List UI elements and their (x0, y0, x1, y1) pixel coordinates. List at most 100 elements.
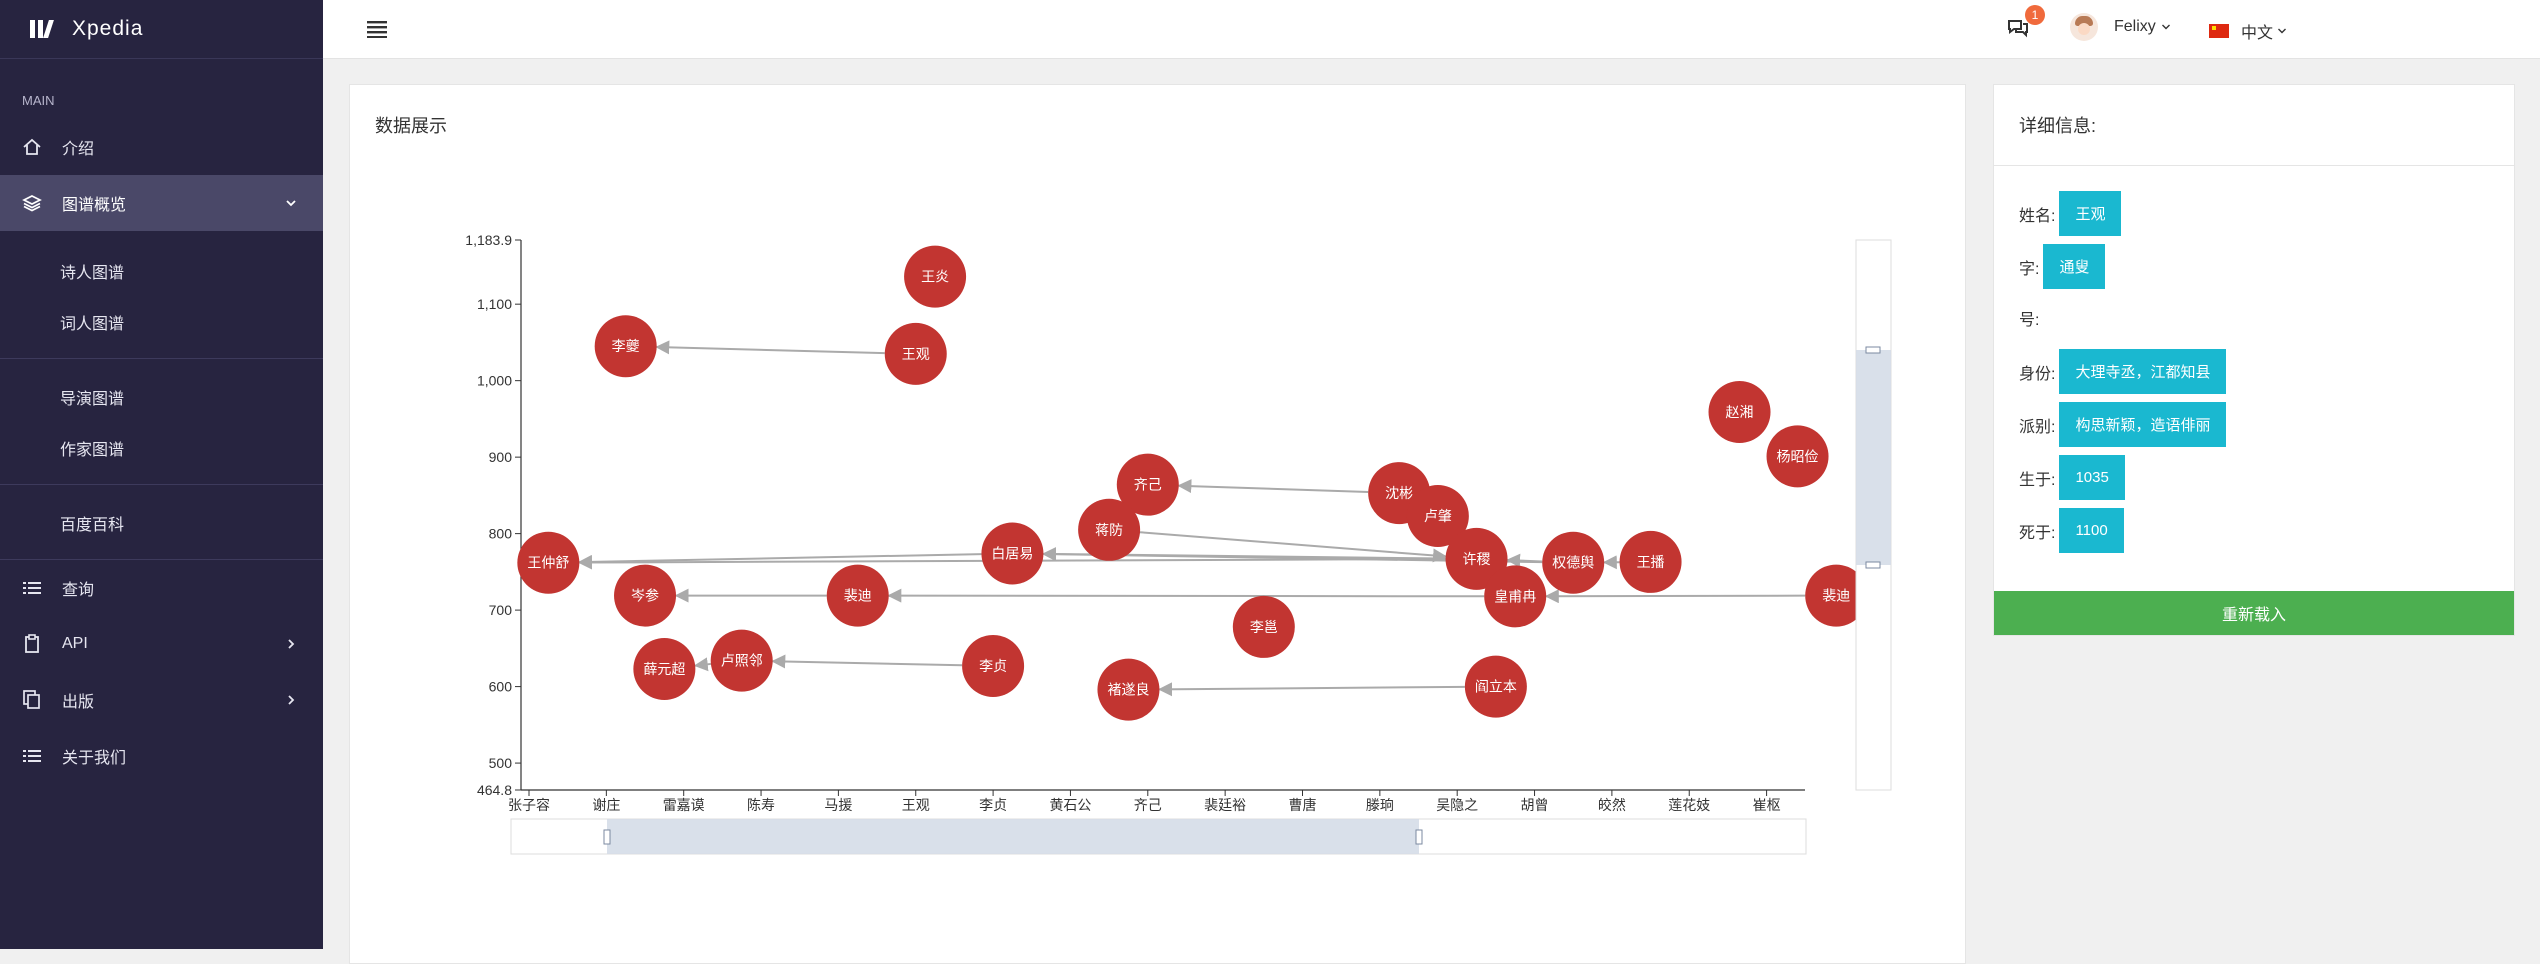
user-name: Felixy (2114, 18, 2156, 36)
nav-item-about[interactable]: 关于我们 (0, 728, 323, 784)
graph-node[interactable]: 王观 (885, 323, 947, 385)
sub-item-director-graph[interactable]: 导演图谱 (0, 371, 323, 422)
list-icon (22, 578, 42, 598)
graph-link (695, 664, 711, 666)
graph-link (1508, 560, 1543, 561)
graph-node[interactable]: 裴迪 (827, 565, 889, 627)
node-label: 王观 (902, 346, 930, 362)
language-label: 中文 (2241, 19, 2273, 43)
brand-name: Xpedia (72, 17, 143, 41)
chevron-right-icon (285, 672, 297, 728)
row-died: 死于: 1100 (2019, 508, 2124, 553)
y-tick-label: 1,100 (477, 296, 512, 312)
graph-node[interactable]: 卢照邻 (711, 630, 773, 692)
graph-node[interactable]: 赵湘 (1709, 381, 1771, 443)
graph-node[interactable]: 王仲舒 (517, 532, 579, 594)
row-born: 生于: 1035 (2019, 455, 2125, 500)
graph-chart[interactable]: 5006007008009001,0001,100464.81,183.9张子容… (350, 85, 1965, 963)
graph-node[interactable]: 王炎 (904, 246, 966, 308)
nav-label: 关于我们 (62, 744, 126, 768)
nav-item-overview[interactable]: 图谱概览 (0, 175, 323, 231)
x-zoom-handle[interactable] (1416, 830, 1422, 844)
china-flag-icon (2209, 24, 2229, 38)
x-tick-label: 吴隐之 (1436, 797, 1478, 813)
x-tick-label: 滕珦 (1366, 797, 1394, 813)
node-label: 裴迪 (844, 588, 872, 604)
node-label: 褚遂良 (1107, 682, 1149, 698)
node-label: 杨昭俭 (1777, 448, 1819, 464)
graph-node[interactable]: 岑参 (614, 565, 676, 627)
y-zoom-handle[interactable] (1866, 347, 1880, 353)
nav-item-publish[interactable]: 出版 (0, 672, 323, 728)
nav-item-query[interactable]: 查询 (0, 560, 323, 616)
graph-link (657, 347, 885, 353)
sub-item-ci-graph[interactable]: 词人图谱 (0, 296, 323, 347)
graph-node[interactable]: 薛元超 (633, 638, 695, 700)
y-zoom-handle[interactable] (1866, 562, 1880, 568)
x-tick-label: 胡曾 (1521, 797, 1549, 813)
row-identity: 身份: 大理寺丞，江都知县 (2019, 349, 2226, 394)
topbar: 中文 1 Felixy (323, 0, 2540, 59)
graph-node[interactable]: 皇甫冉 (1484, 565, 1546, 627)
language-selector[interactable]: 中文 (2209, 19, 2287, 43)
chevron-right-icon (285, 616, 297, 672)
node-label: 李夔 (612, 338, 640, 354)
graph-node[interactable]: 蒋防 (1078, 499, 1140, 561)
node-label: 赵湘 (1726, 404, 1754, 420)
sub-item-baidu-baike[interactable]: 百度百科 (0, 497, 323, 548)
menu-toggle-icon[interactable] (367, 20, 387, 43)
value-born: 1035 (2059, 455, 2124, 500)
node-label: 岑参 (631, 588, 659, 604)
brand[interactable]: Xpedia (0, 0, 323, 59)
row-school: 派别: 构思新颖，造语俳丽 (2019, 402, 2226, 447)
label-zi: 字: (2019, 255, 2039, 279)
user-menu[interactable]: Felixy (2070, 13, 2171, 41)
label-name: 姓名: (2019, 202, 2055, 226)
section-label: MAIN (0, 59, 323, 119)
graph-node[interactable]: 杨昭俭 (1767, 425, 1829, 487)
graph-link (773, 661, 962, 665)
reload-button[interactable]: 重新载入 (1994, 591, 2514, 635)
graph-node[interactable]: 李邕 (1233, 596, 1295, 658)
avatar (2070, 13, 2098, 41)
x-tick-label: 齐己 (1134, 797, 1162, 813)
nav-item-api[interactable]: API (0, 616, 323, 672)
clipboard-icon (22, 634, 42, 654)
graph-node[interactable]: 权德舆 (1542, 532, 1604, 594)
graph-node[interactable]: 白居易 (981, 523, 1043, 585)
label-born: 生于: (2019, 466, 2055, 490)
node-label: 白居易 (991, 546, 1033, 562)
label-school: 派别: (2019, 413, 2055, 437)
value-zi: 通叟 (2043, 244, 2105, 289)
label-died: 死于: (2019, 519, 2055, 543)
x-zoom-selection[interactable] (607, 819, 1419, 854)
node-label: 蒋防 (1095, 522, 1123, 538)
node-label: 皇甫冉 (1494, 588, 1536, 604)
nav-label: 介绍 (62, 135, 94, 159)
notification-badge: 1 (2025, 5, 2045, 25)
graph-link (1179, 486, 1368, 492)
layers-icon (22, 193, 42, 213)
graph-node[interactable]: 李贞 (962, 635, 1024, 697)
y-zoom-selection[interactable] (1856, 350, 1891, 565)
graph-node[interactable]: 褚遂良 (1097, 659, 1159, 721)
graph-node[interactable]: 阎立本 (1465, 656, 1527, 718)
sub-item-poet-graph[interactable]: 诗人图谱 (0, 245, 323, 296)
y-range-label: 464.8 (477, 782, 512, 798)
y-tick-label: 700 (489, 602, 513, 618)
sub-item-writer-graph[interactable]: 作家图谱 (0, 422, 323, 473)
node-label: 沈彬 (1385, 485, 1413, 501)
y-tick-label: 1,000 (477, 373, 512, 389)
chevron-down-icon (2277, 26, 2287, 36)
nav-label: 出版 (62, 688, 94, 712)
graph-node[interactable]: 王播 (1620, 531, 1682, 593)
nav-label: 图谱概览 (62, 191, 126, 215)
nav-item-intro[interactable]: 介绍 (0, 119, 323, 175)
row-zi: 字: 通叟 (2019, 244, 2105, 289)
graph-node[interactable]: 李夔 (595, 315, 657, 377)
sidebar: Xpedia MAIN 介绍 图谱概览 诗人图谱 词人图谱 导演图谱 作家图谱 … (0, 0, 323, 949)
x-zoom-handle[interactable] (604, 830, 610, 844)
x-tick-label: 曹唐 (1288, 797, 1316, 813)
graph-link (1140, 532, 1446, 556)
